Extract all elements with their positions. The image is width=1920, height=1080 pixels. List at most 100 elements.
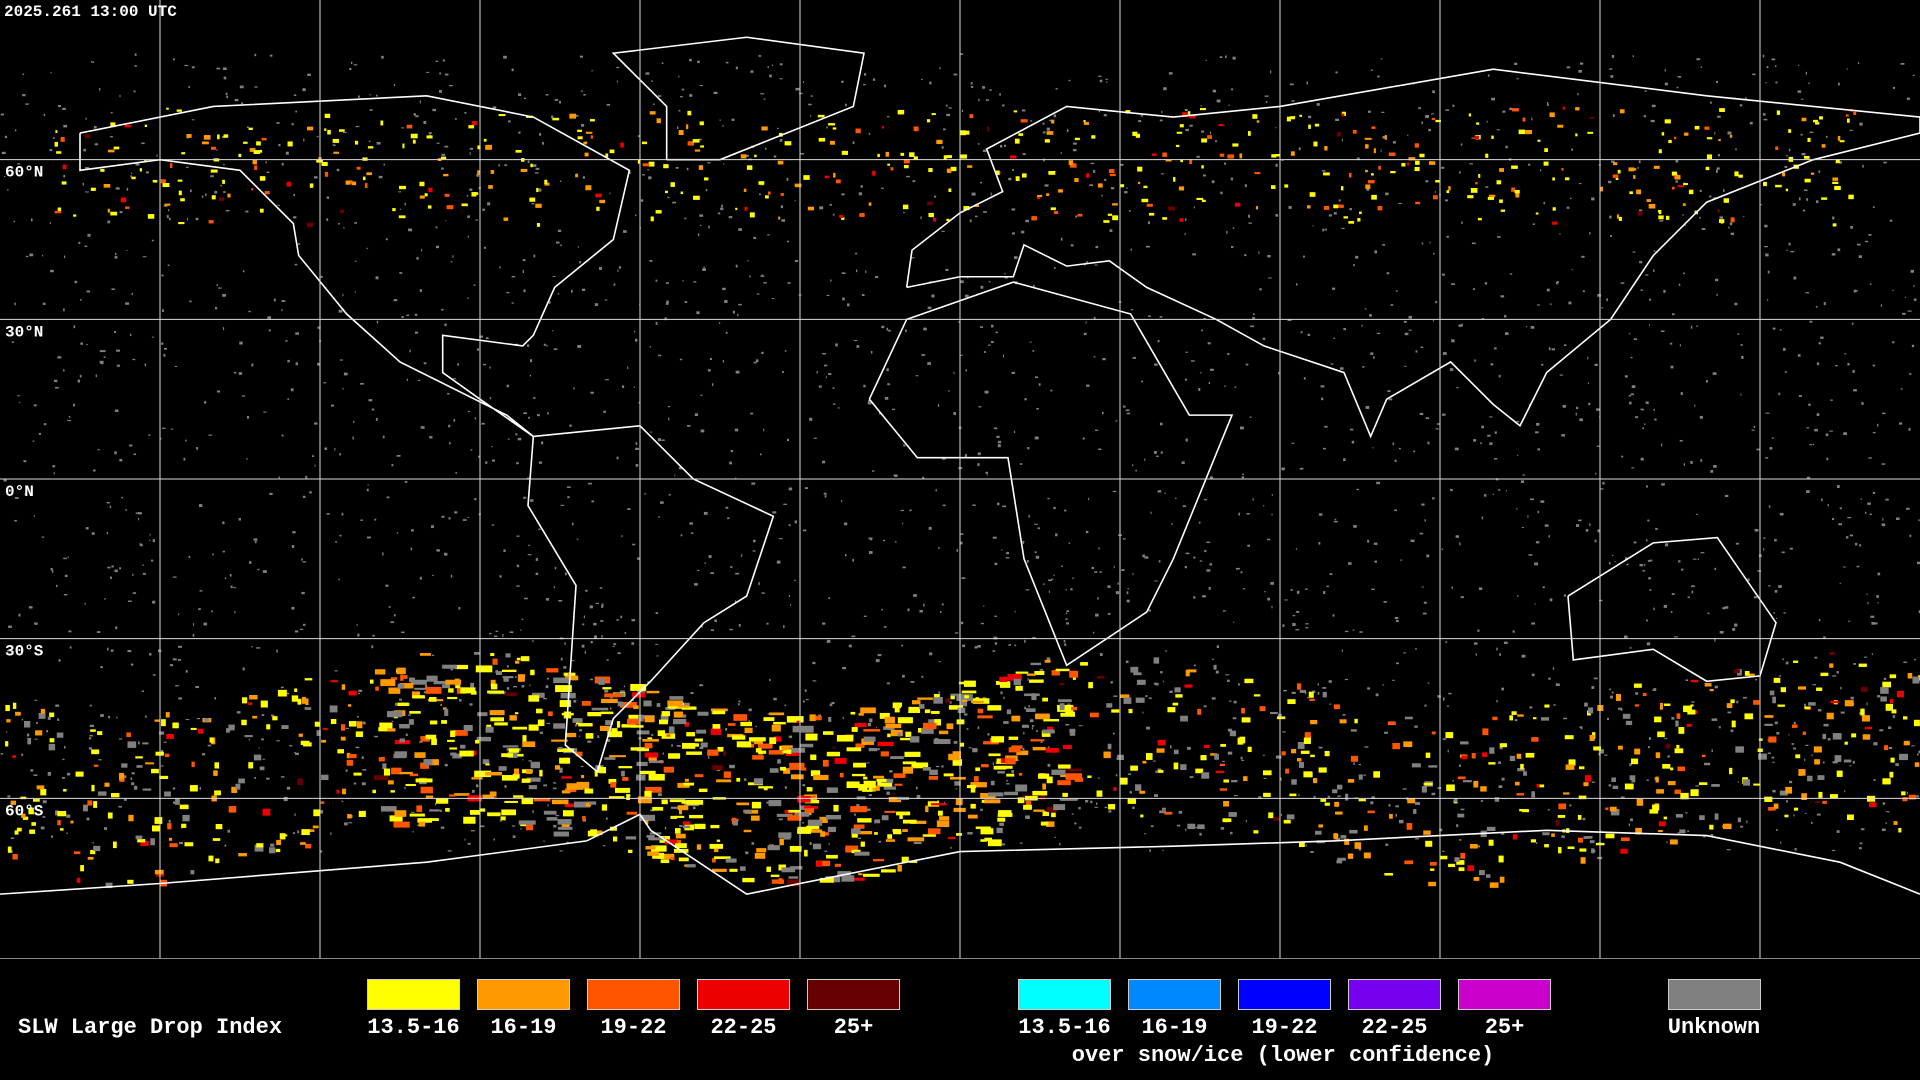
drop-pixel <box>1669 839 1678 845</box>
drop-pixel <box>677 805 689 811</box>
cloud-pixel <box>393 614 396 617</box>
cloud-pixel <box>886 116 890 118</box>
drop-pixel <box>1701 754 1706 758</box>
cloud-pixel <box>452 255 454 258</box>
cloud-pixel <box>1871 621 1876 625</box>
coastlines <box>0 36 1920 895</box>
cloud-pixel <box>923 603 925 607</box>
drop-pixel <box>1654 716 1662 723</box>
drop-pixel <box>620 702 637 708</box>
cloud-pixel <box>1778 675 1782 677</box>
drop-pixel <box>142 788 152 791</box>
cloud-pixel <box>21 718 24 721</box>
cloud-pixel <box>116 349 120 352</box>
drop-pixel <box>1011 715 1021 722</box>
drop-pixel <box>477 712 488 717</box>
cloud-pixel <box>156 154 158 157</box>
cloud-pixel <box>735 264 738 268</box>
cloud-pixel <box>1292 614 1296 617</box>
drop-pixel <box>1175 694 1183 698</box>
cloud-pixel <box>292 832 296 834</box>
drop-pixel <box>1913 719 1920 727</box>
cloud-pixel <box>1677 832 1681 834</box>
drop-pixel <box>231 786 238 793</box>
cloud-pixel <box>375 94 378 97</box>
drop-pixel <box>663 164 669 169</box>
cloud-pixel <box>1022 542 1024 545</box>
cloud-pixel <box>454 511 458 514</box>
cloud-pixel <box>1547 809 1550 811</box>
cloud-pixel <box>297 243 301 245</box>
drop-pixel <box>1026 673 1036 676</box>
cloud-pixel <box>1498 761 1502 764</box>
cloud-pixel <box>867 402 872 405</box>
drop-pixel <box>1207 135 1212 139</box>
cloud-pixel <box>161 342 164 345</box>
drop-pixel <box>1044 139 1050 143</box>
cloud-pixel <box>1040 741 1043 743</box>
cloud-pixel <box>1425 417 1430 420</box>
drop-pixel <box>1846 814 1854 820</box>
drop-pixel <box>630 747 646 751</box>
drop-pixel <box>503 677 509 682</box>
cloud-pixel <box>1737 333 1740 335</box>
cloud-pixel <box>1441 273 1445 276</box>
drop-pixel <box>1046 193 1050 197</box>
drop-pixel <box>1468 113 1472 117</box>
cloud-pixel <box>1793 747 1797 750</box>
cloud-pixel <box>913 594 917 597</box>
drop-pixel <box>1156 748 1165 753</box>
cloud-pixel <box>1881 523 1886 527</box>
drop-pixel <box>378 727 389 732</box>
cloud-pixel <box>1185 438 1188 442</box>
drop-pixel <box>1499 746 1503 750</box>
drop-pixel <box>893 773 906 778</box>
cloud-pixel <box>621 535 623 538</box>
drop-pixel <box>304 678 313 681</box>
drop-pixel <box>1583 782 1589 787</box>
drop-pixel <box>283 796 288 802</box>
cloud-pixel <box>317 326 321 329</box>
cloud-pixel <box>533 396 536 399</box>
drop-pixel <box>736 777 741 782</box>
drop-pixel <box>204 718 209 722</box>
cloud-pixel <box>772 511 777 514</box>
cloud-pixel <box>1823 302 1826 306</box>
drop-pixel <box>444 709 449 716</box>
cloud-pixel <box>1497 236 1501 238</box>
cloud-pixel <box>1909 373 1912 375</box>
drop-pixel <box>616 721 621 728</box>
cloud-pixel <box>631 619 636 622</box>
drop-pixel <box>546 817 558 821</box>
drop-pixel <box>1415 802 1421 805</box>
cloud-pixel <box>196 717 201 720</box>
drop-pixel <box>913 841 922 845</box>
drop-pixel <box>1219 763 1225 767</box>
cloud-pixel <box>242 667 245 671</box>
cloud-pixel <box>467 410 470 413</box>
drop-pixel <box>743 829 752 833</box>
cloud-pixel <box>756 293 760 295</box>
cloud-pixel <box>784 704 787 707</box>
cloud-pixel <box>57 718 60 721</box>
drop-pixel <box>732 735 746 740</box>
cloud-pixel <box>1066 703 1071 705</box>
cloud-pixel <box>1534 562 1538 566</box>
cloud-pixel <box>1540 500 1545 503</box>
drop-pixel <box>609 755 626 758</box>
cloud-pixel <box>444 145 449 148</box>
cloud-pixel <box>28 606 33 609</box>
drop-pixel <box>885 839 895 842</box>
cloud-pixel <box>661 439 665 441</box>
drop-pixel <box>490 679 496 687</box>
cloud-pixel <box>1608 180 1612 184</box>
drop-pixel <box>1219 153 1225 157</box>
cloud-pixel <box>591 69 593 72</box>
cloud-pixel <box>1403 320 1407 323</box>
cloud-pixel <box>1199 372 1202 374</box>
cloud-pixel <box>1872 206 1875 208</box>
drop-pixel <box>1822 733 1827 740</box>
drop-pixel <box>771 879 785 884</box>
drop-pixel <box>1172 702 1179 706</box>
cloud-pixel <box>410 547 413 551</box>
